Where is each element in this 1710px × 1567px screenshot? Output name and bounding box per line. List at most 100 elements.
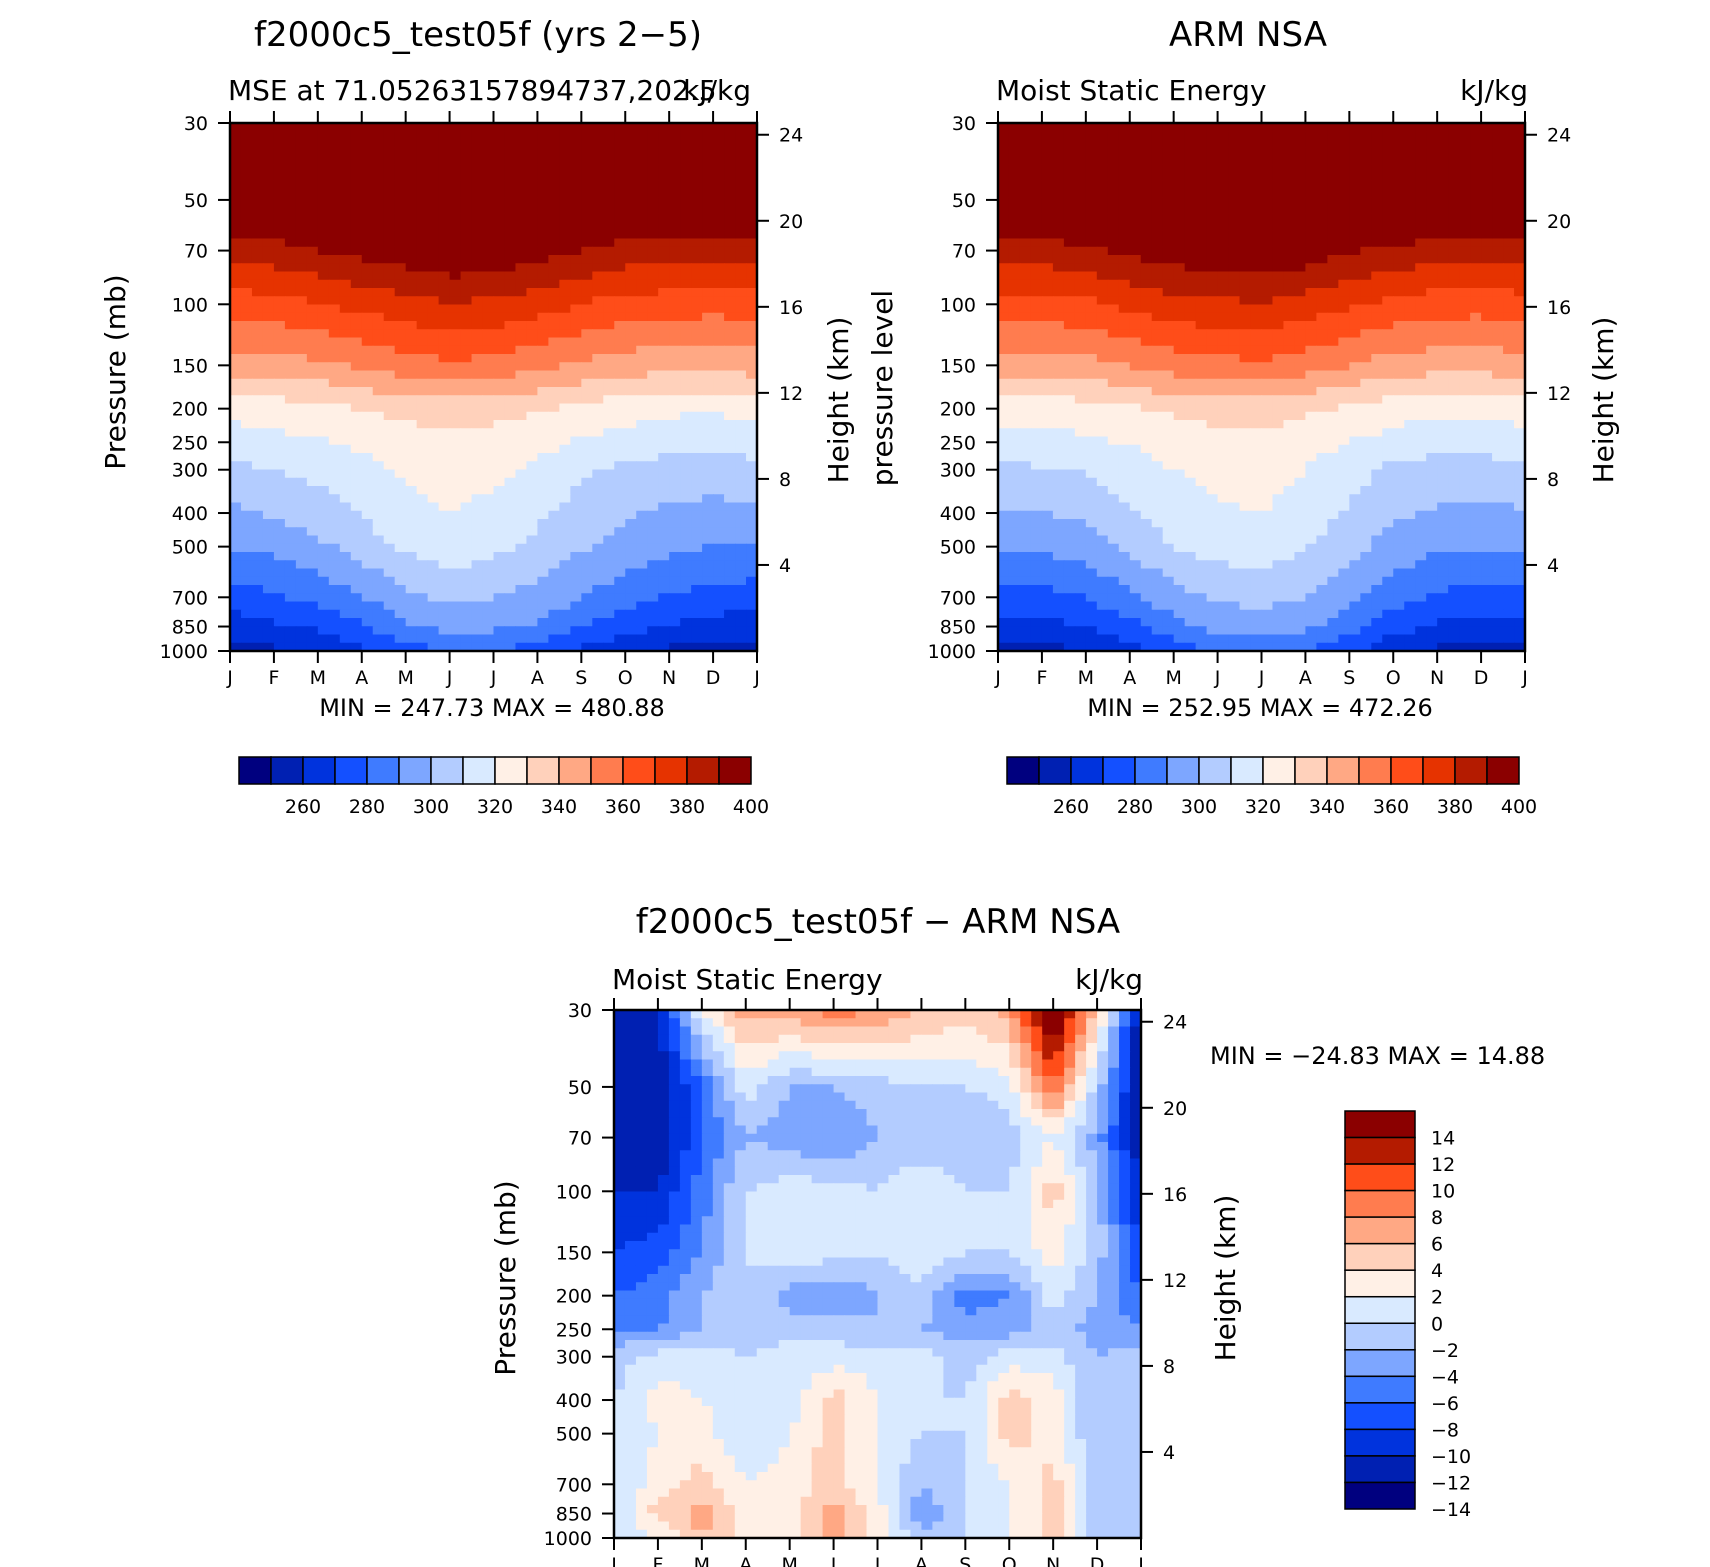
obs-contour-cell xyxy=(1074,123,1087,132)
obs-contour-cell xyxy=(1173,337,1186,347)
model-contour-cell xyxy=(295,304,308,314)
model-colorbar-label: 280 xyxy=(349,796,385,818)
obs-contour-cell xyxy=(1272,378,1285,388)
obs-contour-cell xyxy=(1327,321,1339,330)
model-contour-cell xyxy=(515,238,528,248)
model-contour-cell xyxy=(372,510,385,520)
model-contour-cell xyxy=(669,527,681,537)
model-contour-cell xyxy=(416,172,429,182)
model-contour-cell xyxy=(592,436,604,446)
model-contour-cell xyxy=(284,585,297,594)
model-contour-cell xyxy=(570,139,582,149)
model-contour-cell xyxy=(614,362,626,372)
model-contour-cell xyxy=(240,453,253,462)
model-contour-cell xyxy=(262,222,275,231)
model-contour-cell xyxy=(273,156,286,165)
obs-contour-cell xyxy=(1074,304,1087,314)
obs-contour-cell xyxy=(1283,230,1296,240)
obs-contour-cell xyxy=(1118,370,1131,380)
model-contour-cell xyxy=(471,585,484,594)
model-contour-cell xyxy=(515,502,528,512)
model-contour-cell xyxy=(328,593,341,603)
model-contour-cell xyxy=(350,197,363,207)
model-contour-cell xyxy=(405,576,418,586)
obs-contour-cell xyxy=(1415,296,1427,306)
model-contour-cell xyxy=(570,519,582,528)
model-contour-cell xyxy=(504,131,517,141)
model-contour-cell xyxy=(537,552,549,561)
model-contour-cell xyxy=(306,601,319,611)
model-y-tick-label: 850 xyxy=(172,617,208,639)
obs-contour-cell xyxy=(1437,205,1449,215)
model-contour-cell xyxy=(416,222,429,231)
model-contour-cell xyxy=(284,543,297,553)
model-contour-cell xyxy=(230,263,242,273)
obs-contour-cell xyxy=(1470,238,1482,248)
model-contour-cell xyxy=(460,601,473,611)
model-contour-cell xyxy=(625,362,637,372)
model-contour-cell xyxy=(262,494,275,504)
model-contour-cell xyxy=(526,279,539,289)
model-contour-cell xyxy=(394,180,407,190)
model-contour-cell xyxy=(625,626,637,636)
obs-contour-cell xyxy=(1316,172,1328,182)
model-contour-cell xyxy=(328,213,341,223)
model-contour-cell xyxy=(647,609,659,619)
model-contour-cell xyxy=(273,222,286,231)
model-contour-cell xyxy=(625,436,637,446)
obs-contour-cell xyxy=(1492,387,1504,396)
obs-contour-cell xyxy=(1228,180,1241,190)
model-contour-cell xyxy=(262,444,275,454)
model-contour-cell xyxy=(284,213,297,223)
model-contour-cell xyxy=(691,296,703,306)
model-contour-cell xyxy=(438,345,451,355)
obs-contour-cell xyxy=(1206,420,1219,429)
model-contour-cell xyxy=(691,238,703,248)
model-contour-cell xyxy=(647,378,659,388)
model-contour-cell xyxy=(614,164,626,174)
obs-contour-cell xyxy=(1426,189,1438,198)
obs-contour-cell xyxy=(1052,345,1065,355)
model-contour-cell xyxy=(273,337,286,347)
model-contour-cell xyxy=(680,436,692,446)
model-contour-cell xyxy=(504,535,517,545)
model-contour-cell xyxy=(284,618,297,627)
obs-contour-cell xyxy=(1184,246,1197,256)
model-contour-cell xyxy=(625,428,637,438)
obs-contour-cell xyxy=(1063,411,1076,421)
obs-contour-cell xyxy=(1349,362,1361,372)
model-contour-cell xyxy=(317,461,330,471)
model-contour-cell xyxy=(295,172,308,182)
obs-contour-cell xyxy=(1492,321,1504,330)
obs-contour-cell xyxy=(1107,337,1120,347)
model-contour-cell xyxy=(680,601,692,611)
model-contour-cell xyxy=(680,288,692,297)
model-contour-cell xyxy=(295,543,308,553)
model-contour-cell xyxy=(735,560,747,570)
obs-contour-cell xyxy=(1228,329,1241,339)
model-contour-cell xyxy=(636,312,648,322)
obs-contour-cell xyxy=(1184,189,1197,198)
obs-contour-cell xyxy=(1481,246,1493,256)
model-contour-cell xyxy=(559,601,571,611)
obs-contour-cell xyxy=(1019,403,1032,413)
model-contour-cell xyxy=(449,205,462,215)
model-contour-cell xyxy=(251,444,264,454)
model-contour-cell xyxy=(306,510,319,520)
obs-contour-cell xyxy=(1250,139,1263,149)
model-contour-cell xyxy=(493,535,506,545)
obs-contour-cell xyxy=(1327,337,1339,347)
obs-contour-cell xyxy=(1272,131,1285,141)
obs-contour-cell xyxy=(1019,329,1032,339)
obs-contour-cell xyxy=(998,131,1010,141)
model-contour-cell xyxy=(658,246,670,256)
obs-contour-cell xyxy=(1437,246,1449,256)
obs-contour-cell xyxy=(1074,164,1087,174)
obs-contour-cell xyxy=(1074,403,1087,413)
obs-contour-cell xyxy=(1239,411,1252,421)
obs-contour-cell xyxy=(1206,296,1219,306)
model-contour-cell xyxy=(284,387,297,396)
obs-contour-cell xyxy=(1426,180,1438,190)
model-contour-cell xyxy=(570,387,582,396)
model-contour-cell xyxy=(526,428,539,438)
